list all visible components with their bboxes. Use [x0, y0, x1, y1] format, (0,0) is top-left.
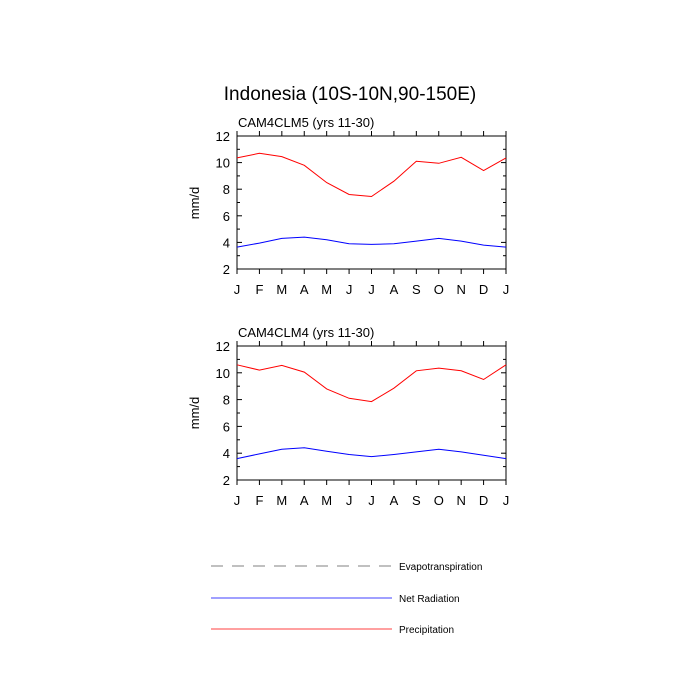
y-tick-label: 8: [223, 393, 230, 408]
x-tick-label: J: [346, 282, 353, 297]
y-tick-label: 2: [223, 473, 230, 488]
x-tick-label: D: [479, 282, 488, 297]
x-tick-label: J: [368, 282, 375, 297]
x-tick-label: M: [321, 493, 332, 508]
x-tick-label: A: [390, 282, 399, 297]
x-tick-label: J: [368, 493, 375, 508]
panel-subtitle: CAM4CLM5 (yrs 11-30): [238, 115, 374, 130]
x-tick-label: J: [503, 282, 510, 297]
series-line-precipitation: [236, 364, 507, 403]
x-tick-label: A: [390, 493, 399, 508]
panel-subtitle: CAM4CLM4 (yrs 11-30): [238, 325, 374, 340]
series-line-precipitation: [236, 152, 507, 198]
x-tick-label: D: [479, 493, 488, 508]
x-tick-label: A: [300, 493, 309, 508]
y-tick-label: 12: [216, 339, 230, 354]
x-tick-label: J: [503, 493, 510, 508]
y-tick-label: 2: [223, 262, 230, 277]
legend-label-precipitation: Precipitation: [399, 625, 454, 636]
legend-label-evapotranspiration: Evapotranspiration: [399, 562, 482, 573]
legend-label-net-radiation: Net Radiation: [399, 594, 460, 605]
y-tick-label: 4: [223, 446, 230, 461]
x-tick-label: F: [255, 493, 263, 508]
y-tick-label: 8: [223, 182, 230, 197]
x-tick-label: M: [276, 282, 287, 297]
x-tick-label: S: [412, 493, 421, 508]
x-tick-label: N: [456, 282, 465, 297]
x-tick-label: S: [412, 282, 421, 297]
x-tick-label: M: [321, 282, 332, 297]
x-tick-label: O: [434, 282, 444, 297]
legend: Evapotranspiration Net Radiation Precipi…: [211, 562, 482, 636]
x-tick-label: N: [456, 493, 465, 508]
x-tick-label: A: [300, 282, 309, 297]
y-axis-label: mm/d: [187, 187, 202, 220]
x-tick-label: J: [234, 493, 241, 508]
x-tick-label: M: [276, 493, 287, 508]
y-tick-label: 6: [223, 209, 230, 224]
y-tick-label: 10: [216, 156, 230, 171]
y-axis-label: mm/d: [187, 397, 202, 430]
y-tick-label: 4: [223, 235, 230, 250]
x-tick-label: F: [255, 282, 263, 297]
x-tick-label: J: [234, 282, 241, 297]
y-tick-label: 12: [216, 129, 230, 144]
x-tick-label: J: [346, 493, 353, 508]
series-line-net-radiation: [236, 447, 507, 460]
y-tick-label: 6: [223, 419, 230, 434]
y-tick-label: 10: [216, 366, 230, 381]
x-tick-label: O: [434, 493, 444, 508]
series-line-net-radiation: [236, 236, 507, 248]
figure-title: Indonesia (10S-10N,90-150E): [224, 84, 476, 105]
